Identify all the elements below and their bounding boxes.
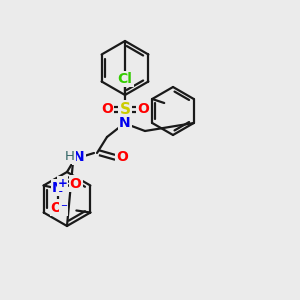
Text: O: O [137,102,149,116]
Text: N: N [52,181,63,194]
Text: O: O [51,200,63,214]
Text: ⁻: ⁻ [60,202,67,215]
Text: O: O [101,102,113,116]
Text: Cl: Cl [118,72,132,86]
Text: N: N [73,150,85,164]
Text: O: O [70,176,82,190]
Text: O: O [116,150,128,164]
Text: N: N [119,116,131,130]
Text: +: + [58,177,68,190]
Text: S: S [119,101,130,116]
Text: H: H [65,149,75,163]
